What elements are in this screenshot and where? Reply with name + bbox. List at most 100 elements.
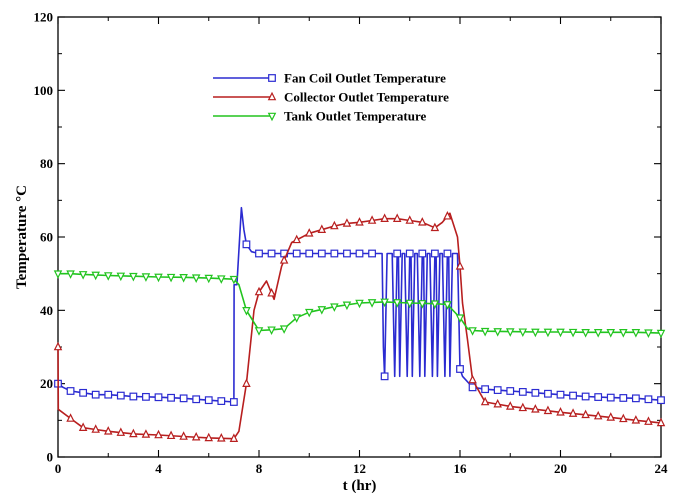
data-point [91,271,100,281]
data-point [53,341,63,351]
series-line [57,206,662,403]
data-point [78,422,88,431]
data-point [355,217,364,226]
data-point [569,391,577,400]
data-point [229,433,239,442]
data-point [443,210,452,220]
data-point [279,325,289,334]
data-point [619,413,628,423]
legend-item: Fan Coil Outlet Temperature [213,71,446,86]
legend: Fan Coil Outlet Temperature Collector Out… [213,71,449,124]
data-point [443,249,452,258]
data-point [619,329,628,338]
data-point [53,270,63,279]
data-point [568,328,578,338]
series-1 [54,206,665,406]
data-point [292,314,301,323]
data-point [418,249,427,258]
data-point [142,392,150,401]
data-point [368,249,376,258]
data-point [430,300,440,309]
data-point [242,307,251,316]
data-point [393,249,402,258]
data-point [644,329,653,338]
series-layer [53,206,666,442]
data-point [292,234,301,244]
data-point [255,249,263,258]
data-point [581,409,590,419]
data-point [480,396,490,406]
data-point [242,378,251,387]
data-point [505,328,515,337]
data-point [129,428,138,438]
data-point [593,410,603,420]
data-point [116,427,126,436]
data-point [192,395,201,404]
data-point [154,273,163,283]
data-point [91,390,100,399]
data-point [229,398,238,406]
x-tick-label: 4 [155,461,162,476]
axis-ticks: 0 4 8 12 16 20 24 0 20 40 60 80 100 120 [34,10,669,477]
data-point [606,412,616,421]
data-point [405,249,414,258]
data-point [593,329,603,338]
y-axis-label: Temperature °C [14,185,30,289]
x-tick-label: 8 [256,461,263,476]
legend-item: Collector Outlet Temperature [213,90,449,105]
data-point [430,249,439,258]
series-3 [53,270,666,339]
data-point [167,393,175,402]
legend-marker [267,91,277,101]
data-point [544,389,552,398]
data-point [66,270,75,279]
data-point [330,249,339,258]
y-tick-label: 80 [40,156,53,171]
data-point [631,415,641,424]
data-point [631,394,640,403]
data-point [556,407,565,416]
data-point [103,426,113,435]
data-point [104,390,113,399]
data-point [179,431,188,440]
data-point [455,261,465,270]
data-point [204,274,214,284]
data-point [304,228,314,237]
data-point [568,408,578,417]
data-point [317,224,327,233]
data-point [179,274,188,283]
data-point [481,385,490,394]
data-point [342,218,352,227]
data-point [191,274,201,283]
data-point [78,271,88,280]
legend-item: Tank Outlet Temperature [213,109,427,124]
data-point [217,433,226,442]
data-point [657,396,665,405]
y-tick-label: 20 [40,376,53,391]
data-point [619,394,628,402]
x-axis-label: t (hr) [343,478,377,493]
x-tick-label: 24 [655,461,669,476]
y-tick-label: 100 [34,83,54,98]
data-point [217,397,226,405]
data-point [191,431,201,441]
legend-label: Tank Outlet Temperature [284,109,427,124]
data-point [518,402,528,412]
data-point [79,388,88,397]
data-point [355,249,364,258]
data-point [66,413,75,422]
x-tick-label: 20 [554,461,567,476]
data-point [91,424,100,433]
series-2 [53,210,666,442]
data-point [518,388,527,396]
data-point [606,393,615,402]
data-point [254,286,264,296]
data-point [242,240,251,249]
x-tick-label: 0 [55,461,62,476]
y-tick-label: 40 [40,303,53,318]
data-point [455,314,465,323]
data-point [305,249,314,258]
data-point [217,275,226,284]
data-point [644,416,653,425]
